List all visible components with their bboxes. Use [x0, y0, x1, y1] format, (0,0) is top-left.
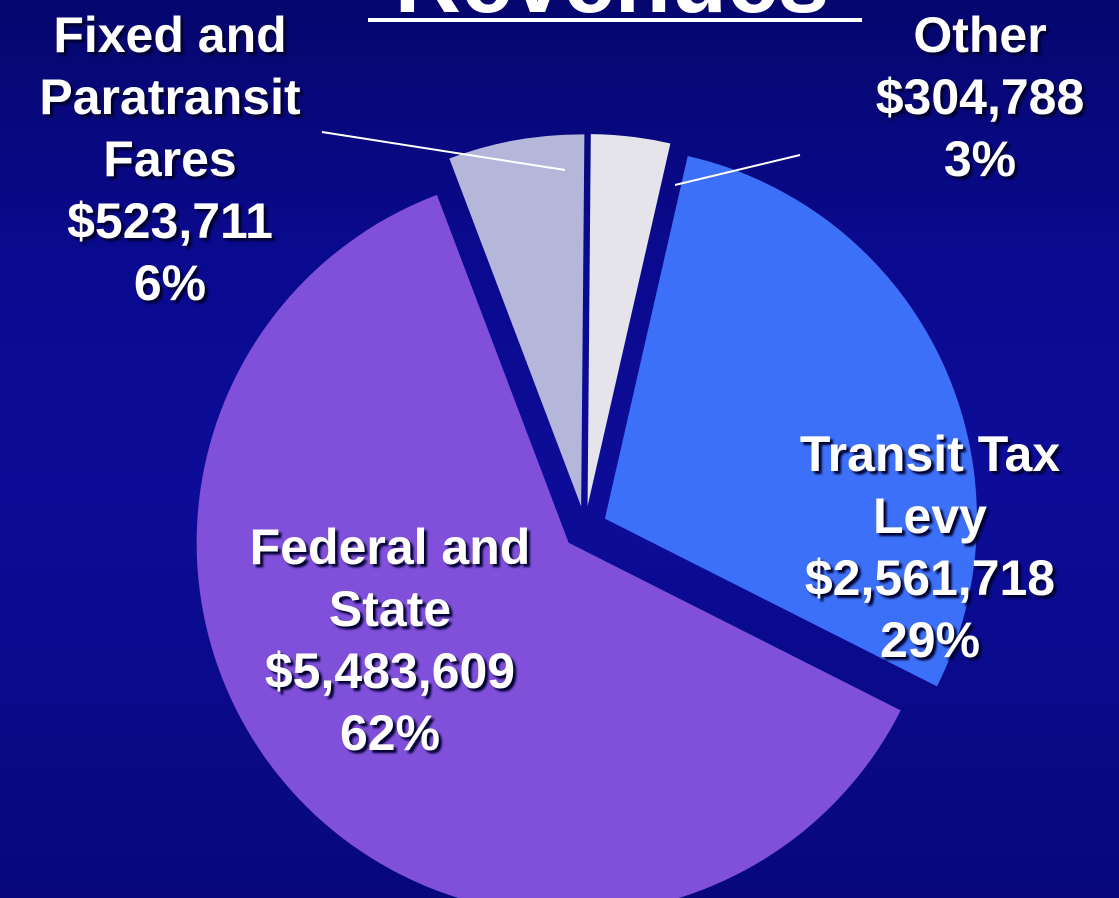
value-label: $2,561,718 [804, 550, 1056, 606]
category-label: Other [913, 7, 1047, 63]
value-label: $523,711 [67, 193, 273, 249]
chart-title: Revenues [395, 0, 830, 32]
category-label: Federal and State [249, 519, 531, 637]
slice-label: Fixed and Paratransit Fares $523,711 6% [10, 4, 330, 314]
percent-label: 6% [133, 255, 207, 311]
pie-slice [449, 134, 585, 507]
percent-label: 29% [879, 612, 981, 668]
pie-slice [604, 155, 977, 687]
leader-line [321, 131, 566, 171]
percent-label: 3% [943, 131, 1017, 187]
slice-label: Federal and State $5,483,609 62% [215, 516, 565, 764]
category-label: Transit Tax Levy [799, 426, 1061, 544]
pie-slice [587, 134, 671, 507]
value-label: $5,483,609 [264, 643, 516, 699]
percent-label: 62% [339, 705, 441, 761]
pie [196, 134, 977, 898]
pie-slice [196, 194, 901, 898]
value-label: $304,788 [875, 69, 1085, 125]
leader-line [674, 154, 801, 186]
slice-label: Transit Tax Levy $2,561,718 29% [765, 423, 1095, 671]
category-label: Fixed and Paratransit Fares [39, 7, 301, 187]
slice-label: Other $304,788 3% [840, 4, 1119, 190]
